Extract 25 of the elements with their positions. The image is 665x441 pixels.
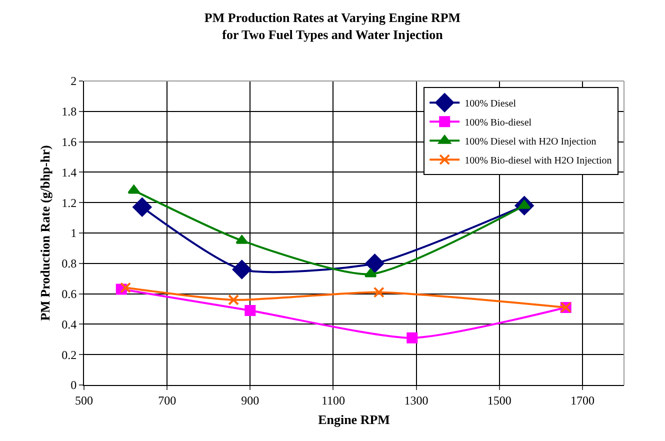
- y-tick-label: 1.2: [62, 196, 77, 210]
- x-tick-label: 1100: [321, 393, 346, 408]
- x-tick-label: 1700: [570, 393, 594, 408]
- legend-label: 100% Bio-diesel with H2O Injection: [464, 155, 612, 166]
- y-axis-title: PM Production Rate (g/bhp-hr): [38, 145, 53, 321]
- x-tick-label: 900: [241, 393, 260, 408]
- legend-label: 100% Diesel with H2O Injection: [464, 136, 596, 148]
- chart-title: PM Production Rates at Varying Engine RPM for Two Fuel Types and Water Injection: [204, 10, 461, 42]
- y-tick-label: 0.4: [62, 317, 77, 332]
- y-tick-label: 1: [70, 226, 77, 240]
- y-tick-label: 0.8: [62, 256, 77, 271]
- x-tick-label: 500: [75, 393, 93, 408]
- x-axis-title: Engine RPM: [318, 412, 390, 427]
- y-tick-label: 0.2: [62, 348, 77, 362]
- legend-label: 100% Diesel: [464, 98, 516, 110]
- y-tick-label: 1.8: [62, 104, 77, 119]
- y-tick-label: 0: [70, 378, 77, 392]
- y-tick-label: 1.4: [62, 165, 77, 180]
- y-tick-label: 1.6: [62, 135, 77, 149]
- x-tick-label: 700: [158, 393, 176, 408]
- y-tick-label: 2: [70, 74, 77, 88]
- legend-label: 100% Bio-diesel: [464, 117, 532, 128]
- y-tick-label: 0.6: [62, 287, 77, 301]
- x-tick-label: 1500: [487, 393, 512, 408]
- x-tick-label: 1300: [404, 393, 428, 408]
